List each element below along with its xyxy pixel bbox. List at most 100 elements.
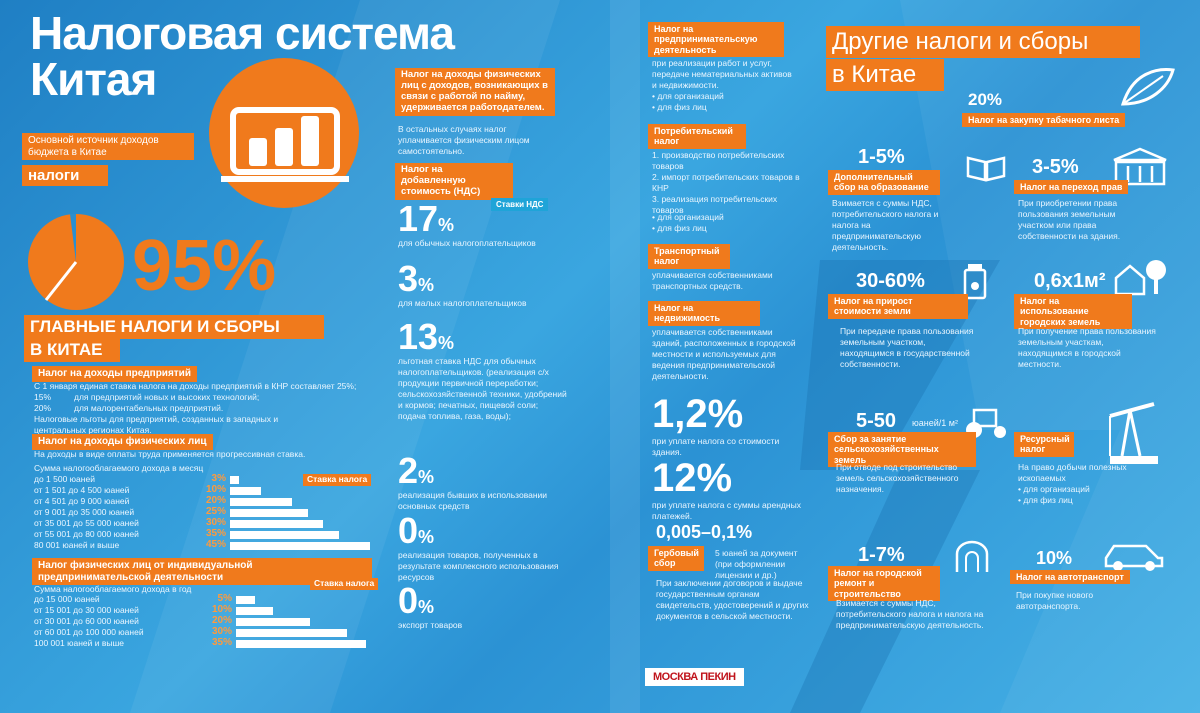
table-row-label: 80 001 юаней и выше bbox=[34, 540, 120, 550]
consumption-bullets: • для организаций • для физ лиц bbox=[652, 212, 724, 234]
table-row-rate: 35% bbox=[205, 528, 226, 539]
vat-item: 13% льготная ставка НДС для обычных налог… bbox=[398, 318, 568, 422]
rights-title: Налог на переход прав bbox=[1014, 180, 1129, 195]
rights-text: При приобретении права пользования земел… bbox=[1018, 198, 1121, 242]
table-row-label: от 35 001 до 55 000 юаней bbox=[34, 518, 139, 528]
table-row-rate: 30% bbox=[205, 517, 226, 528]
vat-rate-unit: % bbox=[438, 215, 455, 235]
vat-rate-text: экспорт товаров bbox=[398, 620, 463, 630]
right-title-1: Другие налоги и сборы bbox=[826, 26, 1140, 58]
land-num: 30-60% bbox=[856, 270, 925, 292]
table-row-rate: 35% bbox=[211, 637, 232, 648]
table-row-rate: 20% bbox=[211, 615, 232, 626]
percent-95: 95% bbox=[132, 226, 277, 306]
stamp-title: Гербовый сбор bbox=[648, 546, 704, 571]
business-b2: • для физ лиц bbox=[652, 102, 707, 113]
vat-rate-text: льготная ставка НДС для обычных налогопл… bbox=[398, 356, 567, 422]
table-row-label: от 1 501 до 4 500 юаней bbox=[34, 485, 130, 495]
consumption-title: Потребительский налог bbox=[648, 124, 746, 149]
tobacco-title: Налог на закупку табачного листа bbox=[962, 113, 1126, 128]
business-title: Налог на предпринимательскую деятельност… bbox=[648, 22, 784, 58]
farm-title: Сбор за занятие сельскохозяйственных зем… bbox=[828, 432, 976, 468]
pit-table: до 1 500 юаней 3% от 1 501 до 4 500 юаней 1… bbox=[34, 473, 374, 552]
vat-rate-text: реализация товаров, полученных в результ… bbox=[398, 550, 559, 583]
vat-item: 17% для обычных налогоплательщиков bbox=[398, 200, 568, 249]
vat-rate-number: 13 bbox=[398, 316, 439, 357]
urban-num: 0,6x1м² bbox=[1034, 270, 1106, 292]
rate-bar bbox=[230, 487, 262, 495]
laptop-chart-circle bbox=[209, 58, 359, 208]
ent-rate-label: Ставка налога bbox=[310, 578, 379, 590]
rate-bar bbox=[236, 629, 348, 637]
res-b1: • для организаций bbox=[1018, 484, 1090, 495]
rate-bar bbox=[236, 607, 274, 615]
car-icon bbox=[1104, 544, 1164, 571]
pie-95-icon bbox=[28, 213, 124, 310]
r2-text: при уплате налога с суммы арендных плате… bbox=[652, 500, 801, 522]
vat-rate-number: 0 bbox=[398, 580, 419, 621]
vat-rates-label: Ставки НДС bbox=[491, 198, 549, 211]
rate-bar bbox=[230, 476, 240, 484]
vat-rate-text: для малых налогоплательщиков bbox=[398, 298, 527, 308]
table-row-label: до 1 500 юаней bbox=[34, 474, 95, 484]
car-text: При покупке нового автотранспорта. bbox=[1016, 590, 1094, 612]
farm-unit: юаней/1 м² bbox=[912, 418, 958, 428]
vat-rate-text: реализация бывших в использовании основн… bbox=[398, 490, 548, 512]
pit-head: Сумма налогооблагаемого дохода в месяц bbox=[34, 463, 204, 473]
table-row-rate: 30% bbox=[211, 626, 232, 637]
corp-line2: 15% для предприятий новых и высоких техно… bbox=[34, 392, 374, 403]
pit-rate-label: Ставка налога bbox=[303, 474, 372, 486]
consumption-b2: • для физ лиц bbox=[652, 223, 707, 234]
stamp-text: При заключении договоров и выдаче госуда… bbox=[656, 578, 809, 622]
rate-bar bbox=[236, 640, 366, 648]
pit-box-text: В остальных случаях налог уплачивается ф… bbox=[398, 124, 530, 157]
main-header: ГЛАВНЫЕ НАЛОГИ И СБОРЫ bbox=[24, 315, 324, 339]
vat-item: 3% для малых налогоплательщиков bbox=[398, 260, 568, 309]
consumption-b1: • для организаций bbox=[652, 212, 724, 222]
vat-rate-unit: % bbox=[438, 333, 455, 353]
table-row-rate: 25% bbox=[205, 506, 226, 517]
table-row-label: до 15 000 юаней bbox=[34, 594, 100, 604]
edu-title: Дополнительный сбор на образование bbox=[828, 170, 940, 195]
res-text: На право добычи полезных ископаемых bbox=[1018, 462, 1127, 484]
land-text: При передаче права пользования земельным… bbox=[840, 326, 974, 370]
consumption-text: 1. производство потребительских товаров … bbox=[652, 150, 800, 216]
vat-rate-unit: % bbox=[418, 467, 435, 487]
table-row-label: от 30 001 до 60 000 юаней bbox=[34, 616, 139, 626]
corp-text2: для предприятий новых и высоких технолог… bbox=[74, 392, 260, 403]
building-icon bbox=[1113, 147, 1167, 186]
table-row-rate: 5% bbox=[217, 593, 232, 604]
business-block: при реализации работ и услуг, передаче н… bbox=[652, 58, 792, 113]
vat-title: Налог на добавленную стоимость (НДС) bbox=[395, 163, 513, 200]
source-value: налоги bbox=[22, 165, 108, 187]
table-row-rate: 10% bbox=[205, 484, 226, 495]
r2-num: 12% bbox=[652, 456, 733, 500]
car-title: Налог на автотранспорт bbox=[1010, 570, 1130, 585]
vat-rate-unit: % bbox=[418, 275, 435, 295]
tunnel-icon bbox=[955, 540, 989, 572]
rate-bar bbox=[230, 531, 339, 539]
property-title: Налог на недвижимость bbox=[648, 301, 760, 326]
corp-title: Налог на доходы предприятий bbox=[32, 366, 197, 382]
edu-text: Взимается с суммы НДС, потребительского … bbox=[832, 198, 939, 253]
res-block: На право добычи полезных ископаемых • дл… bbox=[1018, 462, 1128, 506]
vat-rate-number: 2 bbox=[398, 450, 419, 491]
vat-item: 0% экспорт товаров bbox=[398, 582, 568, 631]
main-header-line1: ГЛАВНЫЕ НАЛОГИ И СБОРЫ bbox=[30, 317, 280, 336]
transport-text: уплачивается собственниками транспортных… bbox=[652, 270, 773, 292]
business-text: при реализации работ и услуг, передаче н… bbox=[652, 58, 792, 91]
table-row-label: от 60 001 до 100 000 юаней bbox=[34, 627, 144, 637]
pit-box: Налог на доходы физических лиц с доходов… bbox=[395, 68, 555, 116]
farm-text: При отводе под строительство земель сель… bbox=[836, 462, 959, 495]
urban-title: Налог на использование городских земель bbox=[1014, 294, 1132, 330]
rate-bar bbox=[236, 618, 311, 626]
table-row-rate: 45% bbox=[205, 539, 226, 550]
urban-text: При получение права пользования земельны… bbox=[1018, 326, 1156, 370]
main-header-2: В КИТАЕ bbox=[24, 338, 120, 362]
farm-num: 5-50 bbox=[856, 410, 897, 432]
city-num: 1-7% bbox=[858, 544, 905, 566]
stamp-num: 0,005–0,1% bbox=[656, 522, 753, 542]
ent-table: до 15 000 юаней 5% от 15 001 до 30 000 юан… bbox=[34, 593, 374, 650]
corp-text4: Налоговые льготы для предприятий, создан… bbox=[34, 414, 279, 436]
